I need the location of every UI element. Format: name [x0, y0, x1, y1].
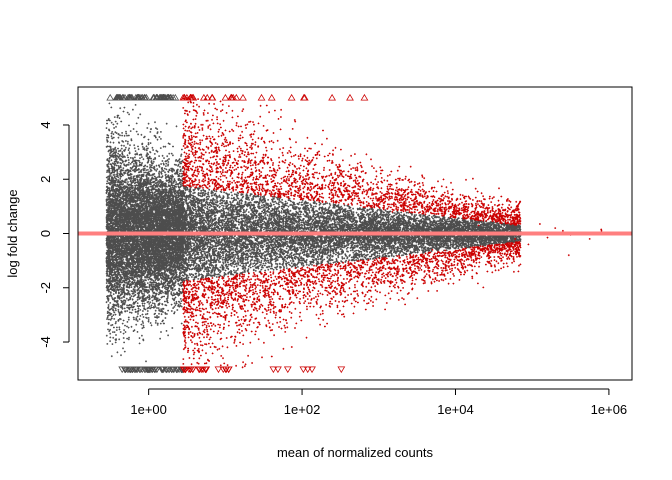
clipped-up-marker	[267, 93, 276, 101]
clipped-down-marker	[143, 366, 152, 374]
clipped-up-marker	[203, 93, 212, 101]
y-axis-label: log fold change	[5, 189, 20, 277]
clipped-down-marker	[337, 366, 346, 374]
significant-points	[182, 97, 603, 370]
not-significant-points	[105, 97, 522, 363]
clipped-up-marker	[346, 93, 354, 101]
x-tick-label: 1e+06	[591, 402, 628, 417]
clipped-down-marker	[120, 366, 129, 374]
clipped-down-marker	[158, 366, 167, 374]
data-points	[105, 97, 603, 370]
clipped-down-marker	[125, 366, 134, 374]
clipped-up-marker	[221, 93, 230, 101]
clipped-down-marker	[214, 366, 223, 374]
clipped-down-marker	[136, 366, 145, 374]
clipped-down-marker	[170, 366, 178, 374]
clipped-up-marker	[114, 93, 123, 101]
plot-frame	[77, 86, 633, 381]
clipped-down-marker	[303, 366, 312, 374]
clipped-up-marker	[124, 93, 132, 101]
x-tick-label: 1e+04	[437, 402, 474, 417]
clipped-down-marker	[188, 366, 197, 374]
clipped-up-marker	[142, 93, 151, 101]
clipped-down-marker	[179, 366, 188, 374]
clipped-up-marker	[169, 93, 178, 101]
clipped-down-marker	[308, 366, 316, 374]
clipped-up-marker	[328, 93, 336, 101]
clipped-up-marker	[106, 93, 115, 101]
x-axis-label: mean of normalized counts	[277, 445, 434, 460]
clipped-up-marker	[138, 93, 147, 101]
clipped-up-marker	[287, 93, 296, 101]
clipped-up-marker	[152, 93, 161, 101]
x-axis: 1e+00 1e+02 1e+04 1e+06	[130, 388, 628, 417]
clipped-down-marker	[224, 366, 233, 374]
y-tick-label: -4	[38, 336, 53, 348]
clipped-down-marker	[299, 366, 308, 374]
clipped-down-marker	[283, 366, 292, 374]
clipped-up-marker	[229, 93, 238, 101]
clipped-up-marker	[134, 93, 143, 101]
clipped-down-marker	[150, 366, 159, 374]
clipped-down-marker	[269, 366, 278, 374]
clipped-up-marker	[159, 93, 168, 101]
y-tick-label: 4	[38, 121, 53, 128]
clipped-up-marker	[208, 93, 216, 101]
y-tick-label: 2	[38, 176, 53, 183]
y-tick-label: 0	[38, 230, 53, 237]
clipped-down-marker	[199, 366, 207, 374]
clipped-point-markers	[106, 93, 369, 374]
x-tick-label: 1e+02	[284, 402, 321, 417]
clipped-up-marker	[360, 93, 369, 101]
y-tick-label: -2	[38, 282, 53, 294]
clipped-up-marker	[239, 93, 247, 101]
clipped-up-marker	[300, 93, 309, 101]
x-tick-label: 1e+00	[130, 402, 167, 417]
clipped-up-marker	[257, 93, 266, 101]
clipped-down-marker	[274, 366, 282, 374]
clipped-up-marker	[188, 93, 196, 101]
y-axis: -4 -2 0 2 4	[38, 121, 70, 348]
